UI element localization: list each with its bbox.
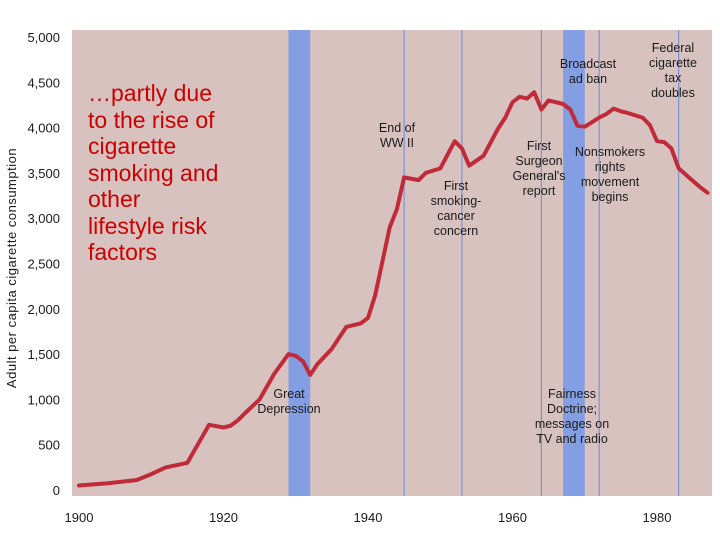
caption-line-3: cigarette	[88, 133, 177, 159]
plot-background	[72, 30, 712, 496]
consumption-line	[77, 90, 710, 488]
highlight-band-2	[563, 30, 585, 496]
annotation-broadcast-ad-ban: Broadcast ad ban	[560, 57, 617, 86]
annotation-nonsmokers-rights-movement-begins: Nonsmokers rights movement begins	[575, 145, 645, 204]
y-tick-label: 0	[53, 483, 60, 498]
y-tick-label: 4,500	[27, 75, 60, 90]
y-tick-label: 3,500	[27, 166, 60, 181]
x-tick-label: 1980	[643, 510, 672, 525]
annotation-fairness-doctrine-messages-on-tv-and-radio: Fairness Doctrine; messages on TV and radio	[535, 387, 609, 446]
annotation-first-surgeon-general-s-report: First Surgeon General's report	[512, 139, 565, 198]
slide-caption: …partly due to the rise of cigarette smo…	[88, 80, 288, 266]
annotation-great-depression: Great Depression	[257, 387, 320, 416]
y-tick-label: 4,000	[27, 121, 60, 136]
x-tick-label: 1900	[65, 510, 94, 525]
y-tick-label: 1,000	[27, 392, 60, 407]
annotation-first-smoking-cancer-concern: First smoking-cancer concern	[431, 179, 482, 238]
y-tick-label: 3,000	[27, 211, 60, 226]
caption-line-6: lifestyle risk	[88, 212, 207, 239]
x-tick-label: 1940	[354, 510, 383, 525]
x-tick-label: 1920	[209, 510, 238, 525]
annotation-end-of-ww-ii: End of WW II	[379, 121, 416, 150]
annotation-federal-cigarette-tax-doubles: Federal cigarette tax doubles	[649, 41, 697, 100]
highlight-band-1	[288, 30, 311, 496]
y-tick-label: 2,500	[27, 257, 60, 272]
x-tick-label: 1960	[498, 510, 527, 525]
caption-line-7: factors	[88, 239, 158, 265]
y-tick-label: 5,000	[27, 30, 60, 45]
y-tick-label: 500	[38, 438, 60, 453]
caption-line-2: to the rise of	[88, 106, 215, 133]
caption-line-4: smoking and	[88, 159, 219, 186]
caption-line-5: other	[88, 186, 141, 212]
y-tick-label: 2,000	[27, 302, 60, 317]
caption-line-1: …partly due	[88, 80, 213, 106]
y-axis-label: Adult per capita cigarette consumption	[4, 148, 19, 388]
y-tick-label: 1,500	[27, 347, 60, 362]
